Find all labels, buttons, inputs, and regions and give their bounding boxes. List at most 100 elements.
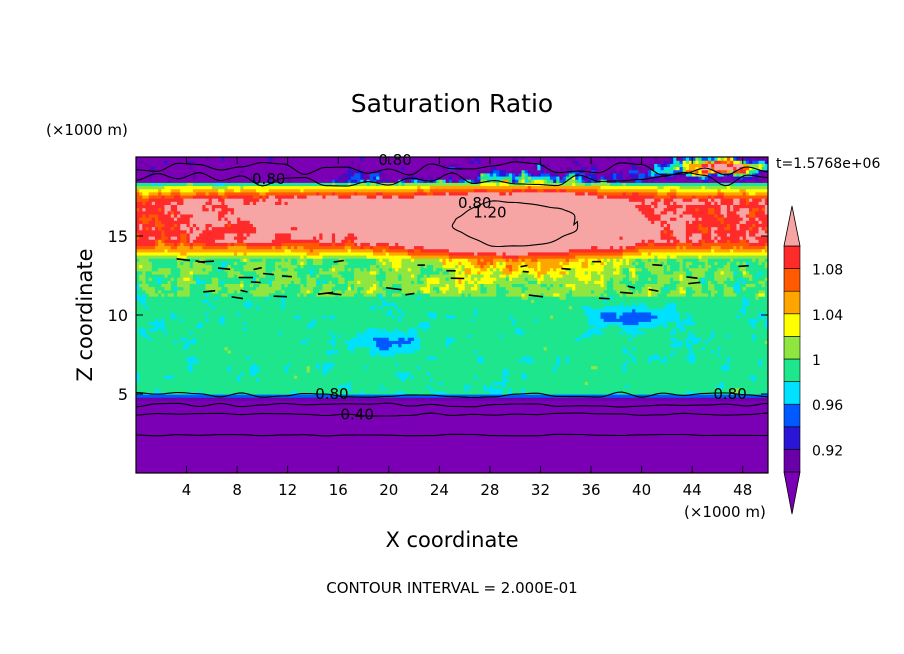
field-cell [177,201,184,205]
field-cell [657,185,665,190]
field-cell [698,157,703,161]
field-cell [651,277,658,281]
field-cell [161,182,188,187]
field-cell [376,258,380,262]
field-cell [622,349,630,354]
field-cell [467,191,500,196]
field-cell [736,280,741,284]
contour-line [136,161,768,176]
field-cell [448,179,453,183]
field-cell [290,390,298,395]
field-cell [470,160,475,164]
field-cell [698,207,709,212]
field-cell [730,365,768,370]
field-cell [556,362,561,367]
field-cell [205,292,210,297]
field-cell [537,258,567,262]
field-cell [151,226,156,231]
field-cell [534,359,557,363]
colorbar-segment [783,313,801,337]
colorbar-segment [783,426,801,450]
field-cell [148,166,153,171]
field-cell [464,286,472,291]
field-cell [328,330,333,335]
field-cell [714,292,725,297]
field-cell [205,242,229,247]
field-cell [164,318,181,322]
field-cell [379,384,384,389]
field-cell [142,302,147,307]
field-cell [531,179,535,183]
field-cell [597,194,605,199]
field-cell [161,229,166,234]
field-cell [401,277,418,281]
field-cell [322,280,327,284]
field-cell [761,362,768,367]
field-cell [136,280,143,284]
field-cell [670,163,674,168]
field-cell [591,245,598,250]
field-cell [682,163,690,168]
field-cell [603,289,617,294]
field-cell [287,283,301,288]
field-cell [297,261,301,266]
field-cell [369,286,377,291]
field-cell [581,264,589,269]
field-cell [707,340,766,345]
field-cell [363,245,371,250]
field-cell [246,232,251,237]
field-cell [290,232,320,237]
x-tick-label: 8 [232,481,242,499]
field-cell [420,270,440,275]
field-cell [385,251,390,256]
field-cell [736,223,741,228]
field-cell [423,327,428,332]
field-cell [382,169,478,174]
field-cell [670,330,677,335]
field-cell [284,305,371,310]
field-cell [189,245,194,250]
field-cell [562,261,570,266]
field-cell [739,172,744,177]
field-cell [644,302,668,307]
field-cell [657,277,671,281]
field-cell [186,251,235,256]
field-cell [136,245,156,250]
field-cell [246,327,368,332]
field-cell [676,207,687,212]
field-cell [654,242,677,247]
field-cell [625,283,646,288]
field-cell [679,163,684,168]
field-cell [268,179,273,183]
field-cell [543,175,548,180]
field-cell [189,229,194,234]
field-cell [701,286,709,291]
field-cell [761,270,768,275]
field-cell [404,166,428,171]
field-cell [758,172,763,177]
field-cell [758,270,763,275]
field-cell [701,242,750,247]
field-cell [404,311,428,316]
field-cell [246,356,251,360]
field-cell [717,188,722,193]
field-cell [518,258,523,262]
field-cell [518,179,523,183]
field-cell [196,223,207,228]
field-cell [685,160,690,164]
field-cell [306,324,314,329]
field-cell [363,179,368,183]
field-cell [309,368,324,373]
field-cell [366,267,371,272]
field-cell [379,264,393,269]
field-cell [470,270,478,275]
field-cell [158,267,172,272]
field-cell [660,232,671,237]
field-cell [711,172,719,177]
field-cell [470,179,475,183]
field-cell [707,267,719,272]
field-cell [357,236,621,240]
field-cell [622,327,640,332]
field-cell [594,324,608,329]
field-cell [752,175,756,180]
